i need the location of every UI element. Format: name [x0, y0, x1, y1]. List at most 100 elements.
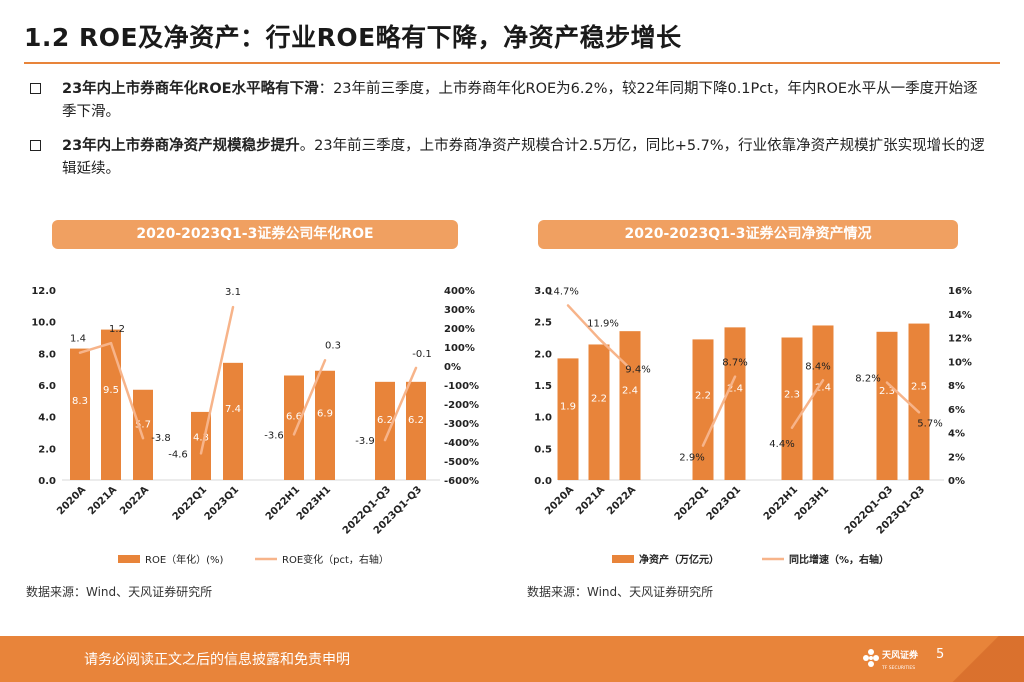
line-value-label: 8.2%	[855, 374, 880, 385]
x-tick-label: 2022A	[118, 484, 151, 517]
y2-tick-label: 200%	[444, 324, 475, 335]
net-assets-chart: 3.0 2.5 2.0 1.5 1.0 0.5 0.0 16% 14% 12% 10% 8% 6% 4% 2…	[534, 286, 972, 566]
legend-line-label: 同比增速（%，右轴）	[789, 553, 889, 566]
bar-value-label: 2.4	[622, 386, 638, 397]
line-segment	[885, 381, 921, 414]
line-value-label: -3.9	[355, 436, 375, 447]
y-tick-label: 3.0	[534, 286, 552, 297]
line-segment	[199, 305, 235, 455]
y2-tick-label: 16%	[948, 286, 972, 297]
bar-value-label: 1.9	[560, 401, 576, 412]
y-tick-label: 8.0	[38, 349, 56, 360]
bullet-square-icon	[30, 83, 41, 94]
y-tick-label: 0.5	[534, 444, 552, 455]
bar-value-label: 6.2	[377, 415, 393, 426]
bar-2021A	[588, 344, 610, 480]
line-value-label: 3.1	[225, 287, 241, 298]
bullet-lead: 23年内上市券商年化ROE水平略有下滑	[62, 81, 319, 97]
y2-tick-label: -200%	[444, 400, 479, 411]
line-value-label: -3.6	[264, 430, 284, 441]
logo-text: 天风证券	[882, 649, 919, 661]
roe-chart: 12.0 10.0 8.0 6.0 4.0 2.0 0.0 400% 300% 200% 100% 0…	[31, 286, 479, 566]
x-tick-label: 2023Q1	[705, 484, 743, 522]
y-tick-label: 2.5	[534, 318, 552, 329]
bar-2020A	[557, 358, 579, 480]
bar-value-label: 5.7	[135, 420, 151, 431]
line-value-label: 1.2	[109, 324, 125, 335]
bullet-net-assets: 23年内上市券商净资产规模稳步提升。23年前三季度，上市券商净资产规模合计2.5…	[30, 135, 990, 181]
x-tick-label: 2021A	[86, 484, 119, 517]
disclaimer-text: 请务必阅读正文之后的信息披露和免责申明	[84, 652, 350, 668]
y-tick-label: 0.0	[38, 476, 56, 487]
bar-value-label: 6.6	[286, 411, 302, 422]
bar-2022Q1-Q3	[876, 331, 898, 480]
bar-2023Q1-Q3	[406, 381, 426, 480]
line-value-label: 4.4%	[769, 439, 794, 450]
line-segment	[292, 359, 327, 436]
y2-tick-label: 300%	[444, 305, 475, 316]
x-tick-label: 2020A	[543, 484, 576, 517]
bar-value-label: 2.3	[784, 389, 800, 400]
y2-tick-label: 4%	[948, 429, 965, 440]
logo-subtext: TF SECURITIES	[881, 665, 915, 671]
y-tick-label: 1.0	[534, 413, 552, 424]
y-tick-label: 4.0	[38, 413, 56, 424]
bar-2022H1	[284, 375, 304, 480]
bar-2022Q1-Q3	[375, 381, 395, 480]
line-value-label: 5.7%	[917, 418, 942, 429]
y-tick-label: 6.0	[38, 381, 56, 392]
y2-tick-label: 8%	[948, 381, 965, 392]
line-value-label: 11.9%	[587, 319, 619, 330]
bullet-body: ：23年前三季度，上市券商年化ROE为6.2%，较22年同期下降0.1Pct，年…	[62, 81, 978, 120]
bar-value-label: 4.3	[193, 433, 209, 444]
bar-2023H1	[315, 370, 335, 480]
legend-bar-label: ROE（年化）(%)	[145, 553, 224, 566]
y2-tick-label: 0%	[948, 476, 965, 487]
line-segment	[383, 366, 418, 442]
line-value-label: -4.6	[168, 449, 188, 460]
line-value-label: 9.4%	[625, 364, 650, 375]
line-value-label: 1.4	[70, 334, 86, 345]
line-value-label: 14.7%	[547, 286, 579, 297]
x-tick-label: 2023H1	[793, 484, 831, 522]
y2-tick-label: 14%	[948, 310, 972, 321]
line-value-label: 8.4%	[805, 361, 830, 372]
line-segment	[790, 379, 825, 429]
bar-2023Q1-Q3	[908, 323, 930, 480]
chart-header-net-assets: 2020-2023Q1-3证券公司净资产情况	[538, 220, 958, 249]
y-tick-label: 10.0	[31, 318, 56, 329]
y-tick-label: 12.0	[31, 286, 56, 297]
bar-2023Q1	[724, 327, 746, 480]
line-segment	[566, 304, 601, 340]
line-value-label: 2.9%	[679, 453, 704, 464]
bar-2022A	[619, 331, 641, 480]
page-title: 1.2 ROE及净资产：行业ROE略有下降，净资产稳步增长	[24, 23, 682, 52]
y2-tick-label: -500%	[444, 457, 479, 468]
bar-value-label: 7.4	[225, 404, 241, 415]
bar-value-label: 6.2	[408, 415, 424, 426]
y2-tick-label: 100%	[444, 343, 475, 354]
line-value-label: 8.7%	[722, 358, 747, 369]
y2-tick-label: -600%	[444, 476, 479, 487]
y2-tick-label: 12%	[948, 334, 972, 345]
data-source-left: 数据来源：Wind、天风证券研究所	[26, 585, 213, 599]
bullet-square-icon	[30, 140, 41, 151]
bar-2021A	[101, 329, 121, 480]
bar-2023Q1	[223, 362, 243, 480]
y2-tick-label: -300%	[444, 419, 479, 430]
legend-bar-swatch	[118, 555, 140, 563]
line-value-label: -3.8	[151, 433, 171, 444]
footer-decoration	[950, 636, 1024, 682]
bar-value-label: 2.2	[695, 390, 711, 401]
bullet-lead: 23年内上市券商净资产规模稳步提升	[62, 138, 300, 154]
title-divider	[24, 62, 1000, 64]
bar-2023H1	[812, 325, 834, 480]
y-tick-label: 0.0	[534, 476, 552, 487]
y2-tick-label: 400%	[444, 286, 475, 297]
legend-bar-swatch	[612, 555, 634, 563]
y2-tick-label: 2%	[948, 452, 965, 463]
page-footer: 请务必阅读正文之后的信息披露和免责申明 天风证券 TF SECURITIES 5	[0, 636, 1024, 682]
bar-value-label: 2.5	[911, 381, 927, 392]
page-number: 5	[936, 647, 945, 662]
legend-line-label: ROE变化（pct，右轴）	[282, 553, 389, 566]
